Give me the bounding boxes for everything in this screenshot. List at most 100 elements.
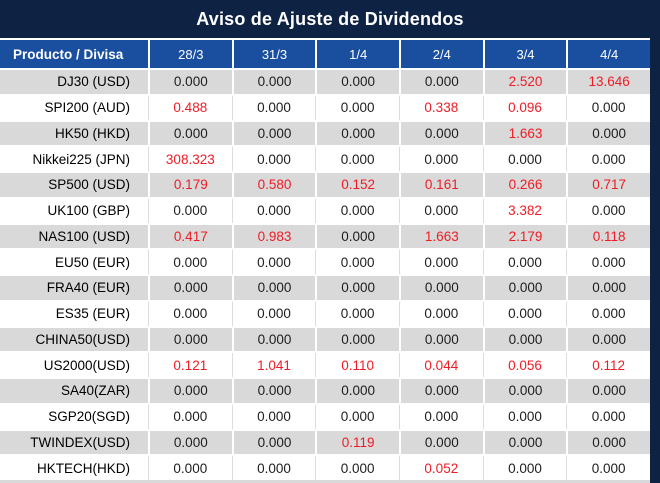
- value-cell: 0.000: [482, 379, 567, 403]
- value-cell: 0.000: [398, 379, 483, 403]
- value-cell: 0.044: [398, 353, 483, 377]
- value-cell: 0.121: [148, 353, 232, 377]
- value-cell: 0.000: [315, 404, 399, 429]
- dividends-table: Producto / Divisa 28/3 31/3 1/4 2/4 3/4 …: [0, 38, 650, 483]
- value-cell: 0.000: [566, 301, 650, 326]
- table-row: UK100 (GBP) 0.000 0.000 0.000 0.000 3.382 0.00…: [0, 198, 650, 225]
- value-cell: 0.000: [231, 276, 316, 300]
- value-cell: 0.000: [566, 250, 650, 274]
- table-row: SPI200 (AUD) 0.488 0.000 0.000 0.338 0.096 0.0…: [0, 95, 650, 122]
- value-cell: 0.000: [148, 301, 232, 326]
- date-column-header: 4/4: [566, 40, 650, 68]
- value-cell: 0.338: [398, 95, 483, 120]
- value-cell: 1.663: [482, 121, 567, 146]
- value-cell: 0.000: [566, 121, 650, 146]
- value-cell: 0.000: [315, 327, 399, 352]
- value-cell: 0.000: [231, 430, 316, 455]
- value-cell: 0.000: [231, 121, 316, 146]
- product-cell: EU50 (EUR): [54, 254, 130, 270]
- value-cell: 0.000: [566, 430, 650, 455]
- value-cell: 0.417: [148, 224, 232, 249]
- table-row: TWINDEX(USD) 0.000 0.000 0.119 0.000 0.000 0.0…: [0, 430, 650, 457]
- value-cell: 0.000: [482, 430, 567, 455]
- value-cell: 0.000: [482, 456, 567, 480]
- value-cell: 0.000: [315, 250, 399, 274]
- value-cell: 0.000: [231, 95, 316, 120]
- value-cell: 0.000: [315, 379, 399, 403]
- product-cell: HK50 (HKD): [54, 125, 130, 141]
- product-cell: SP500 (USD): [48, 177, 130, 193]
- value-cell: 0.119: [315, 430, 399, 455]
- value-cell: 0.000: [315, 224, 399, 249]
- value-cell: 0.110: [315, 353, 399, 377]
- product-cell: Nikkei225 (JPN): [32, 151, 130, 167]
- product-cell: UK100 (GBP): [47, 203, 130, 219]
- value-cell: 0.983: [231, 224, 316, 249]
- value-cell: 0.000: [148, 327, 232, 352]
- value-cell: 0.000: [398, 276, 483, 300]
- right-edge-strip: [650, 38, 660, 483]
- value-cell: 0.000: [315, 198, 399, 223]
- value-cell: 0.000: [231, 70, 316, 94]
- product-cell: DJ30 (USD): [57, 74, 130, 90]
- table-row: HKTECH(HKD) 0.000 0.000 0.000 0.052 0.000 0.00…: [0, 456, 650, 480]
- product-cell: US2000(USD): [43, 357, 130, 373]
- product-cell: SGP20(SGD): [48, 409, 130, 425]
- page-title: Aviso de Ajuste de Dividendos: [196, 8, 464, 29]
- value-cell: 0.000: [482, 404, 567, 429]
- value-cell: 0.112: [566, 353, 650, 377]
- value-cell: 0.118: [566, 224, 650, 249]
- table-row: DJ30 (USD) 0.000 0.000 0.000 0.000 2.520 13.64…: [0, 70, 650, 96]
- value-cell: 0.000: [231, 327, 316, 352]
- table-row: SP500 (USD) 0.179 0.580 0.152 0.161 0.266 0.71…: [0, 173, 650, 199]
- table-header-row: Producto / Divisa 28/3 31/3 1/4 2/4 3/4 …: [0, 38, 650, 70]
- product-cell: SPI200 (AUD): [44, 100, 130, 116]
- value-cell: 0.000: [315, 95, 399, 120]
- value-cell: 0.000: [231, 456, 316, 480]
- value-cell: 0.000: [566, 198, 650, 223]
- value-cell: 0.096: [482, 95, 567, 120]
- value-cell: 0.000: [566, 147, 650, 171]
- value-cell: 3.382: [482, 198, 567, 223]
- date-column-header: 3/4: [482, 40, 567, 68]
- product-cell: ES35 (EUR): [55, 306, 130, 322]
- table-row: SGP20(SGD) 0.000 0.000 0.000 0.000 0.000 0.000: [0, 404, 650, 431]
- value-cell: 0.000: [315, 70, 399, 94]
- date-column-header: 1/4: [315, 40, 399, 68]
- value-cell: 0.056: [482, 353, 567, 377]
- table-row: CHINA50(USD) 0.000 0.000 0.000 0.000 0.000 0.0…: [0, 327, 650, 354]
- product-column-header: Producto / Divisa: [13, 46, 124, 62]
- value-cell: 0.000: [482, 327, 567, 352]
- table-row: NAS100 (USD) 0.417 0.983 0.000 1.663 2.179 0.1…: [0, 224, 650, 251]
- value-cell: 0.000: [398, 147, 483, 171]
- value-cell: 0.000: [148, 379, 232, 403]
- value-cell: 0.000: [482, 250, 567, 274]
- value-cell: 0.000: [315, 301, 399, 326]
- value-cell: 0.000: [398, 301, 483, 326]
- value-cell: 0.000: [566, 95, 650, 120]
- value-cell: 0.000: [482, 147, 567, 171]
- table-row: ES35 (EUR) 0.000 0.000 0.000 0.000 0.000 0.000: [0, 301, 650, 328]
- table-row: FRA40 (EUR) 0.000 0.000 0.000 0.000 0.000 0.00…: [0, 276, 650, 302]
- value-cell: 0.000: [315, 276, 399, 300]
- value-cell: 2.179: [482, 224, 567, 249]
- product-cell: FRA40 (EUR): [46, 280, 130, 296]
- value-cell: 0.000: [148, 456, 232, 480]
- date-column-header: 28/3: [148, 40, 232, 68]
- table-row: HK50 (HKD) 0.000 0.000 0.000 0.000 1.663 0.000: [0, 121, 650, 148]
- value-cell: 0.000: [482, 301, 567, 326]
- title-band: Aviso de Ajuste de Dividendos: [0, 0, 660, 38]
- value-cell: 0.000: [398, 198, 483, 223]
- value-cell: 0.000: [315, 147, 399, 171]
- value-cell: 1.041: [231, 353, 316, 377]
- value-cell: 0.000: [315, 121, 399, 146]
- value-cell: 0.179: [148, 173, 232, 197]
- table-row: SA40(ZAR) 0.000 0.000 0.000 0.000 0.000 0.000: [0, 379, 650, 405]
- value-cell: 0.000: [566, 276, 650, 300]
- product-cell: CHINA50(USD): [35, 331, 130, 347]
- value-cell: 2.520: [482, 70, 567, 94]
- table-row: Nikkei225 (JPN) 308.323 0.000 0.000 0.000 0.0…: [0, 147, 650, 173]
- value-cell: 0.000: [398, 430, 483, 455]
- value-cell: 0.000: [398, 70, 483, 94]
